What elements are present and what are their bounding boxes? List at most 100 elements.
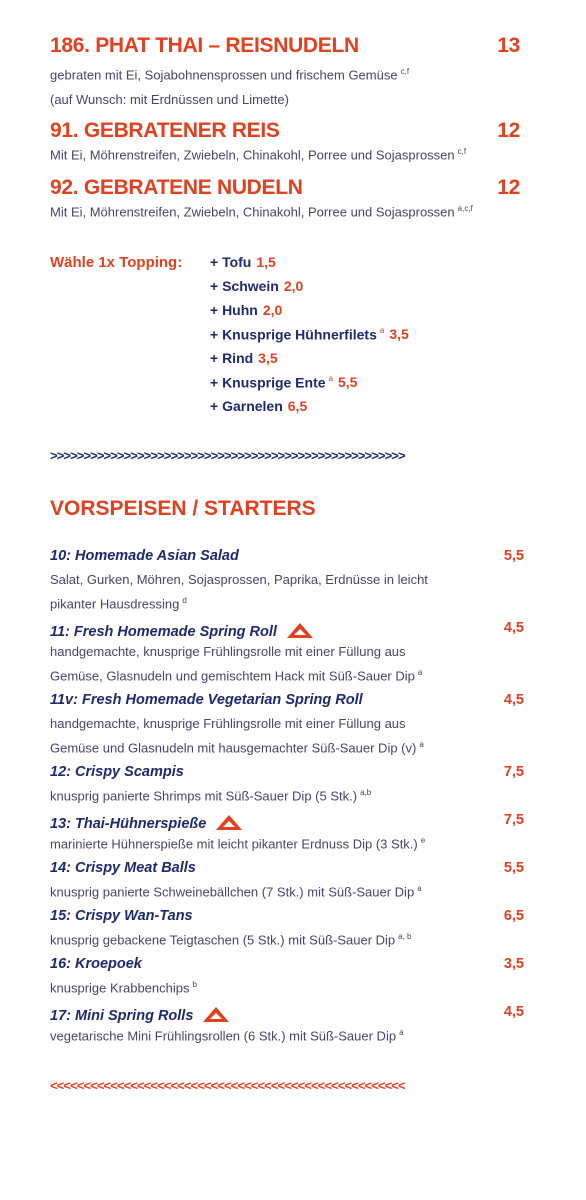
description-line: pikanter Hausdressing d	[50, 596, 187, 612]
allergen-note: a	[417, 668, 423, 677]
topping-item: + Tofu 1,5	[210, 255, 276, 271]
starter-title: 16: Kroepoek	[50, 957, 142, 972]
starter-name: 16: Kroepoek	[50, 956, 142, 972]
description-line: knusprig panierte Shrimps mit Süß-Sauer …	[50, 788, 372, 804]
topping-price: 3,5	[389, 326, 409, 343]
topping-name: + Schwein	[210, 278, 279, 294]
description-text: knusprig gebackene Teigtaschen (5 Stk.) …	[50, 932, 396, 948]
allergen-note: a	[419, 740, 424, 749]
description-line: Salat, Gurken, Möhren, Sojasprossen, Pap…	[50, 573, 428, 586]
starter-title: 11v: Fresh Homemade Vegetarian Spring Ro…	[50, 693, 363, 708]
topping-name: + Knusprige Ente	[210, 374, 326, 391]
starter-price: 7,5	[503, 812, 524, 828]
dish-title: 91. GEBRATENER REIS	[50, 119, 280, 142]
topping-name: + Rind	[210, 350, 254, 366]
starter-price: 5,5	[503, 548, 524, 564]
topping-price: 1,5	[256, 254, 276, 270]
description-text: handgemachte, knusprige Frühlingsrolle m…	[50, 716, 406, 731]
description-text: Gemüse und Glasnudeln mit hausgemachter …	[50, 740, 417, 756]
starter-title: 15: Crispy Wan-Tans	[50, 909, 193, 924]
topping-item: + Knusprige Ente a 5,5	[210, 375, 357, 391]
topping-price: 3,5	[258, 350, 278, 366]
description-text: knusprig panierte Schweinebällchen (7 St…	[50, 884, 415, 900]
starter-price: 3,5	[503, 956, 524, 972]
dish-price: 13	[497, 34, 520, 57]
description-text: Mit Ei, Möhrenstreifen, Zwiebeln, Chinak…	[50, 204, 455, 220]
description-line: knusprig gebackene Teigtaschen (5 Stk.) …	[50, 932, 412, 948]
description-text: pikanter Hausdressing	[50, 596, 180, 612]
description-line: Mit Ei, Möhrenstreifen, Zwiebeln, Chinak…	[50, 204, 473, 220]
starter-title: 11: Fresh Homemade Spring Roll	[50, 621, 315, 640]
allergen-note: a	[417, 884, 422, 893]
allergen-note: a,c,f	[457, 204, 473, 213]
dish-title: 186. PHAT THAI – REISNUDELN	[50, 34, 359, 57]
starter-name: 14: Crispy Meat Balls	[50, 860, 196, 876]
description-line: vegetarische Mini Frühlingsrollen (6 Stk…	[50, 1028, 404, 1044]
topping-name: + Garnelen	[210, 398, 283, 414]
description-text: vegetarische Mini Frühlingsrollen (6 Stk…	[50, 1028, 397, 1044]
dish-title: 92. GEBRATENE NUDELN	[50, 176, 303, 199]
starter-name: 17: Mini Spring Rolls	[50, 1008, 194, 1024]
spicy-icon	[286, 623, 313, 638]
description-text: Gemüse, Glasnudeln und gemischtem Hack m…	[50, 668, 415, 684]
description-line: handgemachte, knusprige Frühlingsrolle m…	[50, 645, 406, 658]
topping-price: 5,5	[337, 374, 358, 391]
description-text: Mit Ei, Möhrenstreifen, Zwiebeln, Chinak…	[50, 147, 455, 163]
topping-item: + Huhn 2,0	[210, 303, 282, 319]
starter-price: 6,5	[503, 908, 524, 924]
starter-price: 4,5	[503, 692, 524, 708]
description-line: Gemüse und Glasnudeln mit hausgemachter …	[50, 740, 424, 756]
topping-item: + Schwein 2,0	[210, 279, 303, 295]
starter-name: 10: Homemade Asian Salad	[50, 548, 239, 564]
starter-title: 10: Homemade Asian Salad	[50, 549, 239, 564]
description-text: handgemachte, knusprige Frühlingsrolle m…	[50, 644, 406, 659]
allergen-note: a, b	[398, 932, 412, 941]
allergen-note: e	[420, 836, 426, 845]
description-line: gebraten mit Ei, Sojabohnensprossen und …	[50, 67, 410, 82]
topping-price: 2,0	[283, 278, 304, 294]
starter-title: 13: Thai-Hühnerspieße	[50, 813, 244, 832]
starter-price: 7,5	[503, 764, 524, 780]
topping-name: + Huhn	[210, 302, 258, 318]
description-text: knusprige Krabbenchips	[50, 980, 190, 996]
divider: >>>>>>>>>>>>>>>>>>>>>>>>>>>>>>>>>>>>>>>>…	[50, 448, 406, 463]
starter-title: 17: Mini Spring Rolls	[50, 1005, 231, 1024]
description-line: Mit Ei, Möhrenstreifen, Zwiebeln, Chinak…	[50, 147, 467, 163]
description-text: Salat, Gurken, Möhren, Sojasprossen, Pap…	[50, 572, 428, 587]
starter-price: 5,5	[503, 860, 524, 876]
description-line: Gemüse, Glasnudeln und gemischtem Hack m…	[50, 668, 423, 684]
allergen-note: a	[399, 1028, 404, 1037]
description-text: knusprig panierte Shrimps mit Süß-Sauer …	[50, 788, 358, 804]
topping-item: + Knusprige Hühnerfilets a 3,5	[210, 327, 409, 343]
topping-name: + Knusprige Hühnerfilets	[210, 326, 377, 343]
divider: <<<<<<<<<<<<<<<<<<<<<<<<<<<<<<<<<<<<<<<<…	[50, 1078, 406, 1093]
description-text: (auf Wunsch: mit Erdnüssen und Limette)	[50, 92, 289, 107]
description-line: handgemachte, knusprige Frühlingsrolle m…	[50, 717, 406, 730]
starter-title: 12: Crispy Scampis	[50, 765, 184, 780]
description-line: knusprig panierte Schweinebällchen (7 St…	[50, 884, 422, 900]
description-line: knusprige Krabbenchips b	[50, 980, 197, 996]
starter-name: 12: Crispy Scampis	[50, 764, 184, 780]
description-line: marinierte Hühnerspieße mit leicht pikan…	[50, 836, 426, 852]
allergen-note: a,b	[360, 788, 372, 797]
description-text: marinierte Hühnerspieße mit leicht pikan…	[50, 836, 418, 852]
topping-item: + Rind 3,5	[210, 351, 278, 367]
allergen-note: c,f	[457, 147, 467, 156]
topping-price: 2,0	[262, 302, 283, 318]
allergen-note: c,f	[400, 67, 410, 76]
starter-title: 14: Crispy Meat Balls	[50, 861, 196, 876]
allergen-note: a	[328, 374, 333, 383]
topping-price: 6,5	[287, 398, 308, 414]
allergen-note: b	[192, 980, 197, 989]
allergen-note: d	[182, 596, 187, 605]
starter-name: 15: Crispy Wan-Tans	[50, 908, 193, 924]
topping-item: + Garnelen 6,5	[210, 399, 307, 415]
dish-price: 12	[497, 176, 520, 199]
description-line: (auf Wunsch: mit Erdnüssen und Limette)	[50, 93, 289, 106]
allergen-note: a	[379, 326, 385, 335]
starter-name: 13: Thai-Hühnerspieße	[50, 816, 207, 832]
topping-label: Wähle 1x Topping:	[50, 254, 183, 271]
spicy-icon	[216, 815, 243, 830]
starter-name: 11v: Fresh Homemade Vegetarian Spring Ro…	[50, 692, 363, 708]
